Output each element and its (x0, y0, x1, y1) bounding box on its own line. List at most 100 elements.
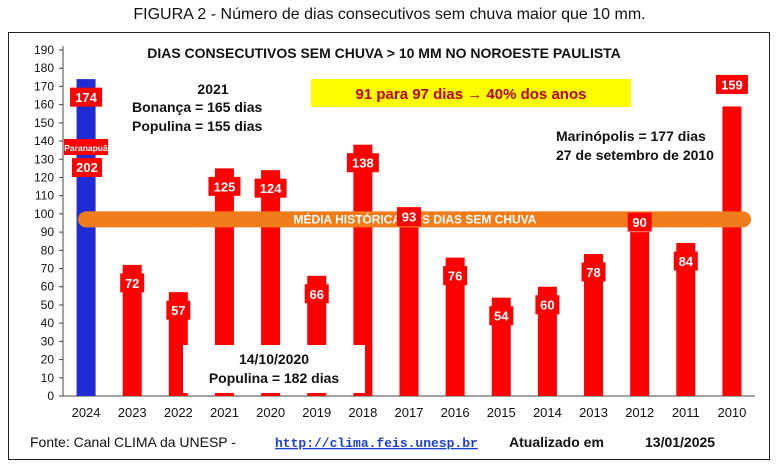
bar (399, 226, 419, 396)
bar (122, 264, 142, 396)
data-label-box (346, 153, 379, 173)
paranapua-value: 202 (76, 160, 98, 175)
y-tick-label: 10 (41, 371, 55, 385)
source-text: Fonte: Canal CLIMA da UNESP - (30, 434, 236, 450)
y-tick-label: 120 (34, 170, 54, 184)
y-tick-label: 90 (41, 225, 55, 239)
y-tick-label: 80 (41, 243, 55, 257)
data-label: 54 (494, 309, 509, 324)
bar (584, 253, 604, 396)
x-tick-label: 2010 (717, 405, 746, 420)
x-tick-label: 2024 (72, 405, 101, 420)
data-label: 57 (171, 303, 185, 318)
x-tick-label: 2023 (118, 405, 147, 420)
bar (76, 79, 96, 396)
data-label-box (166, 300, 191, 320)
data-label-box (443, 266, 468, 286)
x-tick-label: 2017 (395, 405, 424, 420)
title-bg (100, 42, 668, 63)
y-tick-label: 0 (47, 389, 54, 403)
data-label-box (535, 295, 560, 315)
data-label: 174 (75, 90, 97, 105)
x-tick-label: 2014 (533, 405, 562, 420)
y-tick-label: 60 (41, 280, 55, 294)
data-label-box (208, 176, 241, 196)
data-label: 138 (352, 156, 374, 171)
paranapua-value-box (72, 158, 102, 177)
data-label-box (304, 284, 329, 304)
y-tick-label: 130 (34, 152, 54, 166)
data-label-box (581, 262, 606, 282)
info-2021-line: Populina = 155 dias (132, 118, 263, 134)
y-tick-label: 140 (34, 134, 54, 148)
bar (445, 257, 465, 396)
bars: 2024 2023 2022 2021 2020 2019 2018 2017 2016 2015… (72, 79, 746, 420)
x-tick-label: 2018 (348, 405, 377, 420)
marinopolis-line: Marinópolis = 177 dias (556, 128, 706, 144)
data-label: 84 (679, 254, 694, 269)
bar (722, 106, 742, 396)
callout-box (311, 79, 631, 107)
data-label-box (120, 273, 145, 293)
data-label-box (254, 178, 287, 198)
data-label-box (489, 306, 514, 326)
data-label: 78 (586, 265, 600, 280)
updated-label: Atualizado em (509, 434, 604, 450)
x-tick-label: 2019 (302, 405, 331, 420)
x-tick-label: 2011 (672, 405, 700, 420)
bar (630, 232, 650, 396)
y-tick-label: 190 (34, 43, 54, 57)
bar (676, 243, 696, 396)
x-tick-label: 2015 (487, 405, 516, 420)
source-link[interactable]: http://clima.feis.unesp.br (275, 436, 478, 451)
data-label: 66 (309, 287, 323, 302)
y-tick-label: 170 (34, 79, 54, 93)
y-tick-label: 110 (35, 189, 54, 203)
callout-text: 91 para 97 dias → 40% dos anos (356, 86, 587, 103)
x-tick-label: 2016 (441, 405, 470, 420)
paranapua-label-box (64, 139, 108, 155)
y-tick-label: 20 (41, 353, 55, 367)
y-tick-label: 70 (41, 262, 55, 276)
data-label-box (627, 212, 652, 232)
annotations: DIAS CONSECUTIVOS SEM CHUVA > 10 MM NO N… (30, 42, 715, 451)
data-label: 159 (721, 77, 743, 92)
data-label: 125 (214, 179, 236, 194)
paranapua-label: Paranapuã (64, 143, 108, 153)
info-2021-title: 2021 (197, 81, 228, 97)
y-tick-label: 150 (34, 116, 54, 130)
data-label: 93 (402, 210, 416, 225)
y-axis: 0 10 20 30 40 50 60 70 80 90 100 110 120 130 140 150 160… (34, 43, 755, 403)
x-tick-label: 2022 (164, 405, 193, 420)
data-label-box (715, 74, 748, 94)
marinopolis-line: 27 de setembro de 2010 (556, 147, 714, 163)
data-label: 90 (632, 215, 646, 230)
bar (353, 144, 373, 396)
y-tick-label: 160 (34, 98, 54, 112)
info-2020-line: 14/10/2020 (239, 351, 309, 367)
figure-caption: FIGURA 2 - Número de dias consecutivos s… (133, 6, 646, 23)
data-label-box (673, 251, 698, 271)
y-tick-label: 40 (41, 316, 55, 330)
x-tick-label: 2013 (579, 405, 608, 420)
x-tick-label: 2020 (256, 405, 285, 420)
info-2020-box (183, 345, 365, 393)
x-tick-label: 2012 (625, 405, 654, 420)
data-label: 72 (125, 276, 139, 291)
data-label: 76 (448, 269, 462, 284)
data-label: 60 (540, 298, 554, 313)
info-2020-line: Populina = 182 dias (209, 370, 340, 386)
y-tick-label: 100 (34, 207, 54, 221)
x-tick-label: 2021 (210, 405, 239, 420)
chart-title: DIAS CONSECUTIVOS SEM CHUVA > 10 MM NO N… (147, 45, 621, 61)
y-tick-label: 50 (41, 298, 55, 312)
info-2021-line: Bonança = 165 dias (132, 99, 263, 115)
data-label: 124 (260, 181, 282, 196)
y-tick-label: 30 (41, 334, 55, 348)
y-tick-label: 180 (34, 61, 54, 75)
updated-date: 13/01/2025 (645, 434, 715, 450)
data-labels: 174 72 57 125 124 66 138 93 76 54 60 78 90 84 159 (70, 74, 748, 326)
data-label-box (397, 207, 421, 227)
data-label-box (70, 87, 103, 107)
